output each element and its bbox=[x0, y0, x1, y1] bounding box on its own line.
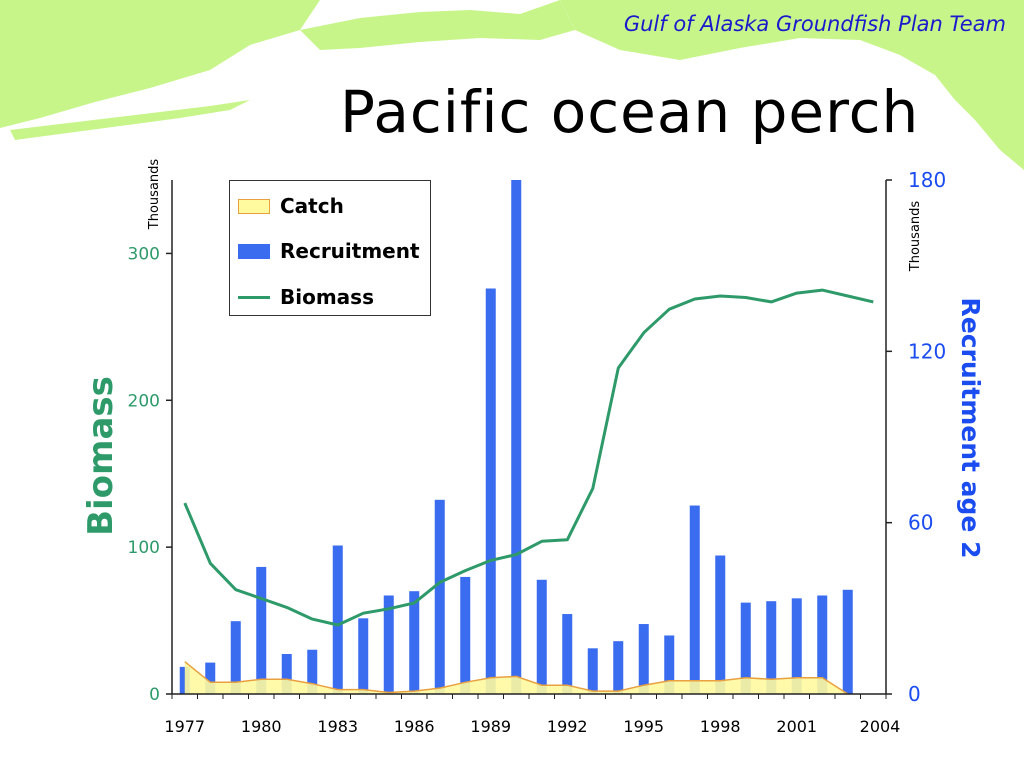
recruitment-bar-1992 bbox=[562, 614, 573, 694]
recruitment-bar-1986 bbox=[409, 591, 420, 694]
recruitment-bar-1978 bbox=[205, 662, 216, 694]
x-tick-label: 1998 bbox=[700, 717, 741, 736]
recruitment-bar-1996 bbox=[664, 635, 675, 694]
map-landmass-east bbox=[560, 0, 1024, 170]
recruitment-bar-1981 bbox=[281, 654, 292, 694]
legend-label-recruitment: Recruitment bbox=[280, 239, 420, 263]
recruitment-bar-1990 bbox=[511, 180, 522, 694]
chart-legend: Catch Recruitment Biomass bbox=[229, 180, 431, 316]
x-tick-label: 1980 bbox=[241, 717, 282, 736]
x-tick-label: 1995 bbox=[623, 717, 664, 736]
recruitment-bar-1989 bbox=[485, 288, 496, 694]
catch-area bbox=[184, 661, 848, 694]
biomass-swatch bbox=[238, 295, 270, 299]
left-axis-title: Biomass bbox=[81, 376, 121, 536]
map-island-chain bbox=[10, 100, 250, 140]
legend-label-biomass: Biomass bbox=[280, 285, 374, 309]
left-tick-label: 100 bbox=[128, 538, 160, 558]
recruitment-bars bbox=[179, 180, 853, 694]
recruitment-bar-1982 bbox=[307, 649, 318, 694]
recruitment-bar-1993 bbox=[587, 648, 598, 694]
map-coast-strip bbox=[300, 0, 575, 50]
left-tick-label: 300 bbox=[128, 244, 160, 264]
left-axis-units: Thousands bbox=[147, 159, 162, 231]
plan-team-header: Gulf of Alaska Groundfish Plan Team bbox=[623, 12, 1006, 36]
legend-item-biomass: Biomass bbox=[238, 283, 374, 311]
recruitment-bar-2001 bbox=[791, 598, 802, 694]
right-tick-label: 180 bbox=[908, 168, 946, 192]
recruitment-bar-1991 bbox=[536, 579, 547, 694]
right-tick-label: 0 bbox=[908, 682, 921, 706]
recruitment-bar-1995 bbox=[638, 624, 649, 694]
recruitment-bar-1977 bbox=[179, 666, 190, 694]
right-axis-title: Recruitment age 2 bbox=[956, 298, 985, 559]
x-tick-label: 1992 bbox=[547, 717, 588, 736]
recruitment-bar-1988 bbox=[460, 576, 471, 694]
recruitment-bar-1999 bbox=[740, 602, 751, 694]
legend-item-catch: Catch bbox=[238, 192, 344, 220]
right-axis-units: Thousands bbox=[908, 201, 923, 273]
recruitment-bar-1994 bbox=[613, 641, 624, 694]
left-tick-label: 200 bbox=[128, 391, 160, 411]
recruitment-bar-1987 bbox=[434, 499, 445, 694]
legend-label-catch: Catch bbox=[280, 194, 344, 218]
right-tick-label: 120 bbox=[908, 339, 946, 363]
left-tick-label: 0 bbox=[149, 685, 160, 705]
x-tick-label: 1977 bbox=[164, 717, 205, 736]
x-tick-label: 1986 bbox=[394, 717, 435, 736]
recruitment-bar-2000 bbox=[766, 601, 777, 694]
x-tick-label: 1983 bbox=[317, 717, 358, 736]
legend-item-recruitment: Recruitment bbox=[238, 237, 420, 265]
axes bbox=[166, 179, 892, 699]
recruitment-swatch bbox=[238, 243, 270, 259]
catch-swatch bbox=[238, 198, 270, 214]
biomass-line bbox=[183, 288, 874, 627]
recruitment-bar-1984 bbox=[358, 618, 369, 694]
recruitment-bar-1985 bbox=[383, 595, 394, 694]
recruitment-bar-2003 bbox=[842, 589, 853, 694]
recruitment-bar-1997 bbox=[689, 505, 700, 694]
axis-labels: 0 100 200 300 0 60 120 180 1977 1980 1983 1986 1989 1… bbox=[81, 159, 985, 736]
map-landmass-west bbox=[0, 0, 320, 128]
catch-area-group bbox=[184, 661, 849, 695]
x-tick-label: 2004 bbox=[860, 717, 901, 736]
biomass-line-group bbox=[183, 288, 874, 627]
recruitment-bar-1979 bbox=[230, 621, 241, 694]
page-title: Pacific ocean perch bbox=[340, 78, 920, 146]
recruitment-bar-1998 bbox=[715, 555, 726, 694]
background-map bbox=[0, 0, 1024, 170]
x-tick-label: 1989 bbox=[470, 717, 511, 736]
catch-line bbox=[184, 661, 849, 695]
recruitment-bar-1980 bbox=[256, 566, 267, 694]
recruitment-bar-1983 bbox=[332, 545, 343, 694]
x-tick-label: 2001 bbox=[776, 717, 817, 736]
right-tick-label: 60 bbox=[908, 511, 933, 535]
recruitment-bar-2002 bbox=[817, 595, 828, 694]
